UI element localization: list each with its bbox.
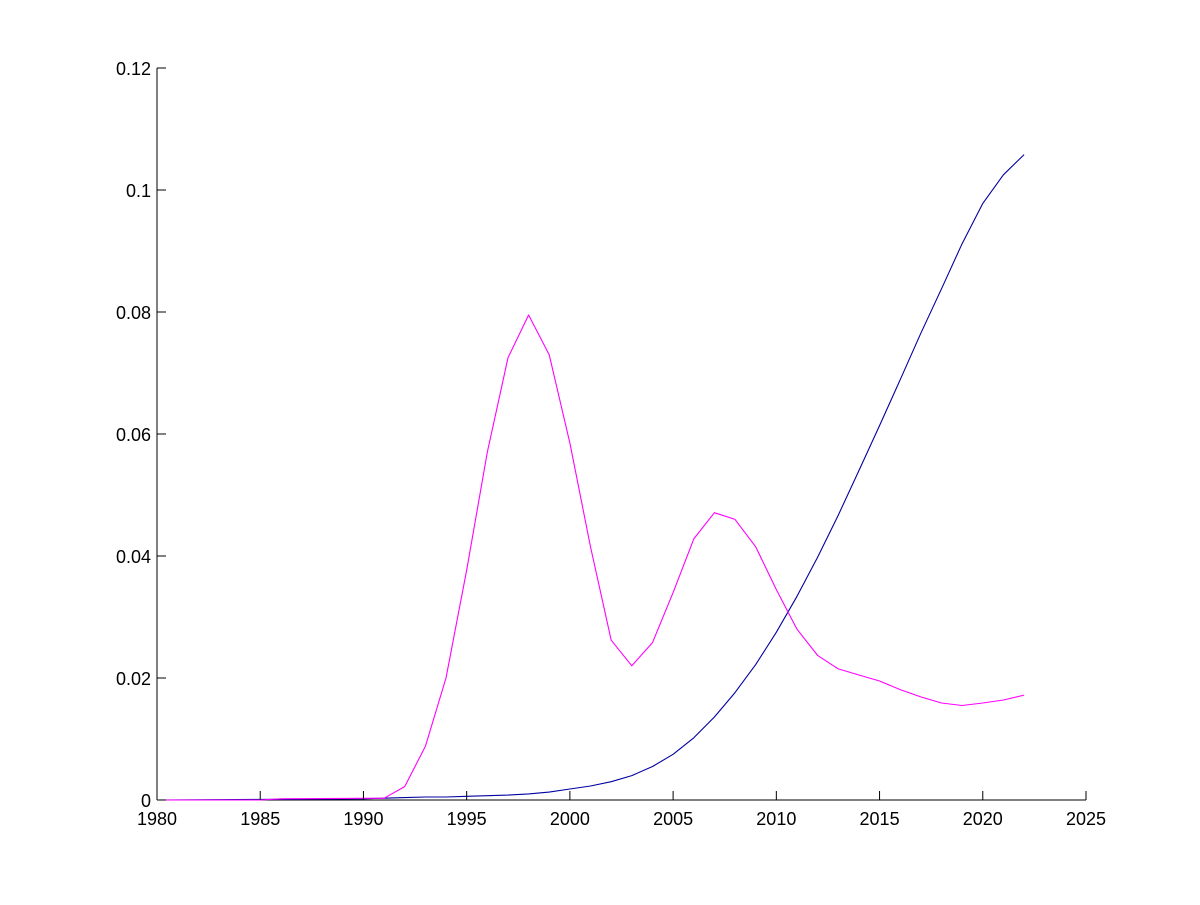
y-tick-label: 0.06	[116, 425, 151, 445]
y-tick-label: 0.1	[126, 181, 151, 201]
y-tick-label: 0	[141, 791, 151, 811]
x-tick-label: 2005	[653, 809, 693, 829]
x-tick-label: 2000	[550, 809, 590, 829]
series-line-2	[157, 314, 1025, 801]
y-tick-label: 0.04	[116, 547, 151, 567]
axes	[156, 68, 1086, 801]
y-tick-label: 0.12	[116, 59, 151, 79]
y-tick-label: 0.02	[116, 669, 151, 689]
x-tick-label: 1995	[447, 809, 487, 829]
x-tick-label: 2015	[860, 809, 900, 829]
y-tick-label: 0.08	[116, 303, 151, 323]
x-tick-label: 2025	[1066, 809, 1106, 829]
x-tick-label: 2010	[756, 809, 796, 829]
ticks: 1980 1985 1990 1995 2000 2005 2010 2015 2020 2025…	[116, 59, 1106, 829]
series-line-1	[156, 154, 1025, 801]
x-tick-label: 1980	[137, 809, 177, 829]
x-tick-label: 1985	[240, 809, 280, 829]
x-tick-label: 1990	[343, 809, 383, 829]
x-tick-label: 2020	[963, 809, 1003, 829]
series-layer	[156, 154, 1025, 801]
